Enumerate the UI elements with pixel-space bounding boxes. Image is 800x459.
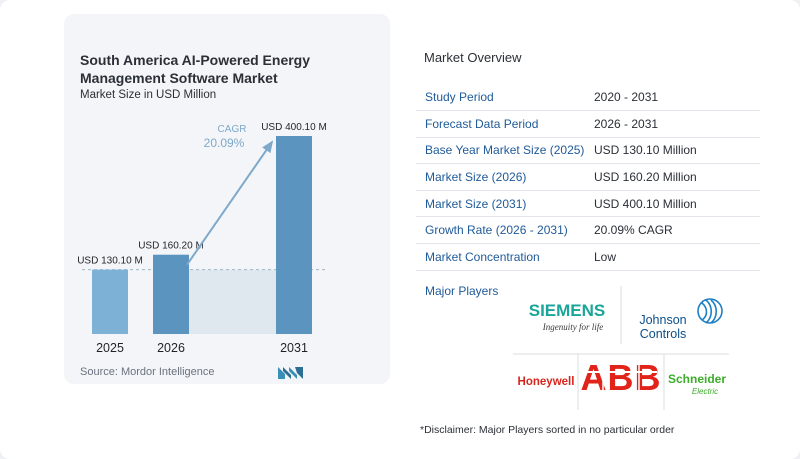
schneider-wordmark: Schneider bbox=[668, 372, 726, 386]
market-overview-table: Study Period 2020 - 2031 Forecast Data Pe… bbox=[416, 84, 760, 271]
bar-2025 bbox=[92, 269, 128, 334]
row-label: Market Size (2026) bbox=[416, 163, 585, 191]
bar-value-label: USD 400.10 M bbox=[261, 122, 327, 133]
table-row: Forecast Data Period 2026 - 2031 bbox=[416, 110, 760, 138]
row-label: Base Year Market Size (2025) bbox=[416, 137, 585, 165]
bar-value-label: USD 130.10 M bbox=[77, 256, 143, 267]
cagr-arrowhead bbox=[262, 140, 274, 154]
row-value: Low bbox=[585, 243, 760, 271]
major-players-label: Major Players bbox=[425, 284, 499, 298]
chart-subtitle: Market Size in USD Million bbox=[80, 89, 217, 101]
major-players-logo-grid: SIEMENS Ingenuity for life Johnson Contr… bbox=[513, 286, 729, 410]
table-row: Market Size (2026) USD 160.20 Million bbox=[416, 163, 760, 191]
row-label: Market Concentration bbox=[416, 243, 585, 271]
row-label: Growth Rate (2026 - 2031) bbox=[416, 216, 585, 245]
row-value: 2020 - 2031 bbox=[585, 84, 760, 112]
siemens-logo: SIEMENS Ingenuity for life bbox=[529, 301, 606, 332]
market-overview-title: Market Overview bbox=[424, 50, 522, 65]
row-value: USD 130.10 Million bbox=[585, 137, 760, 165]
siemens-wordmark: SIEMENS bbox=[529, 301, 606, 320]
table-row: Base Year Market Size (2025) USD 130.10 M… bbox=[416, 137, 760, 165]
x-tick-label: 2025 bbox=[96, 341, 124, 355]
chart-title: South America AI-Powered Energy Manageme… bbox=[80, 52, 311, 86]
johnson-wordmark: Johnson bbox=[639, 313, 686, 327]
cagr-value: 20.09% bbox=[204, 136, 245, 150]
johnson-globe-icon bbox=[697, 298, 723, 324]
bar-2026 bbox=[153, 254, 189, 334]
growth-band bbox=[189, 269, 276, 334]
honeywell-wordmark: Honeywell bbox=[518, 376, 575, 388]
x-tick-label: 2026 bbox=[157, 341, 185, 355]
schneider-electric-logo: Schneider Electric bbox=[668, 372, 726, 396]
controls-wordmark: Controls bbox=[640, 327, 687, 341]
bar-value-label: USD 160.20 M bbox=[138, 241, 204, 252]
abb-logo: ABB bbox=[581, 357, 662, 398]
row-label: Forecast Data Period bbox=[416, 110, 585, 138]
row-value: 20.09% CAGR bbox=[585, 216, 760, 245]
honeywell-logo: Honeywell bbox=[518, 376, 575, 388]
market-size-bar-chart: USD 130.10 M 2025 USD 160.20 M 2026 USD 400.… bbox=[77, 122, 327, 355]
bar-2031 bbox=[276, 136, 312, 334]
abb-wordmark: ABB bbox=[581, 357, 662, 398]
siemens-tagline: Ingenuity for life bbox=[542, 322, 604, 332]
disclaimer: *Disclaimer: Major Players sorted in no … bbox=[420, 424, 675, 436]
row-label: Study Period bbox=[416, 84, 585, 112]
cagr-label: CAGR bbox=[218, 124, 247, 135]
johnson-controls-logo: Johnson Controls bbox=[639, 298, 723, 341]
x-tick-label: 2031 bbox=[280, 341, 308, 355]
table-row: Study Period 2020 - 2031 bbox=[416, 84, 760, 112]
row-label: Market Size (2031) bbox=[416, 190, 585, 218]
cagr-arrow bbox=[186, 141, 273, 266]
row-value: 2026 - 2031 bbox=[585, 110, 760, 138]
source-note: Source: Mordor Intelligence bbox=[80, 366, 215, 378]
table-row: Growth Rate (2026 - 2031) 20.09% CAGR bbox=[416, 216, 760, 245]
table-row: Market Concentration Low bbox=[416, 243, 760, 271]
mordor-intelligence-logo bbox=[278, 367, 303, 379]
row-value: USD 160.20 Million bbox=[585, 163, 760, 191]
table-row: Market Size (2031) USD 400.10 Million bbox=[416, 190, 760, 218]
row-value: USD 400.10 Million bbox=[585, 190, 760, 218]
electric-wordmark: Electric bbox=[692, 387, 718, 396]
